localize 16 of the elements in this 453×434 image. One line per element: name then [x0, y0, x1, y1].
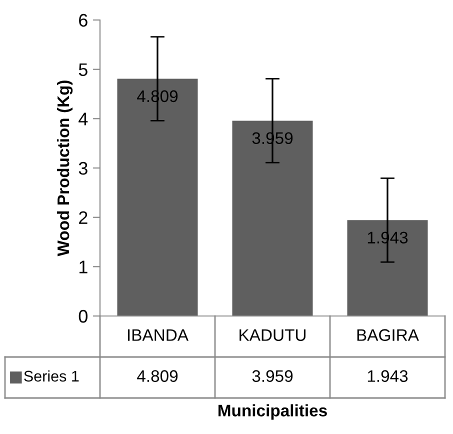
- data-label: 3.959: [252, 370, 293, 382]
- data-label: 4.809: [137, 370, 178, 382]
- y-tick-label: 5: [78, 63, 88, 76]
- x-tick-label: KADUTU: [240, 329, 306, 341]
- x-axis-title: Municipalities: [218, 404, 327, 420]
- data-label: 1.943: [368, 370, 408, 382]
- y-tick-label: 6: [79, 14, 88, 27]
- y-tick-label: 2: [79, 211, 88, 224]
- x-tick-label: IBANDA: [128, 329, 188, 341]
- y-axis-title: Wood Production (Kg): [56, 80, 73, 256]
- y-tick-label: 4: [78, 112, 88, 126]
- y-tick-label: 0: [78, 310, 88, 323]
- legend-label: Series 1: [24, 370, 79, 382]
- y-tick-label: 3: [78, 162, 88, 175]
- x-tick-label: BAGIRA: [357, 329, 419, 341]
- y-tick-label: 1: [80, 260, 88, 274]
